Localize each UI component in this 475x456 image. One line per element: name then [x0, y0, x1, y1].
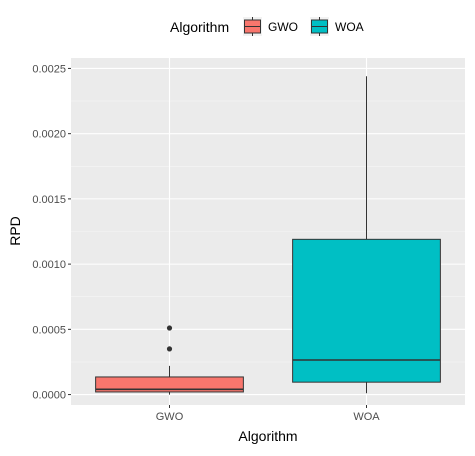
legend-title: Algorithm	[170, 19, 229, 35]
y-tick-label: 0.0020	[32, 129, 66, 141]
legend-label: WOA	[335, 20, 364, 34]
x-tick-label: GWO	[156, 411, 184, 423]
legend-label: GWO	[268, 20, 298, 34]
x-axis-title: Algorithm	[238, 428, 297, 444]
y-tick-label: 0.0000	[32, 390, 66, 402]
y-tick-label: 0.0005	[32, 324, 66, 336]
y-tick-label: 0.0025	[32, 63, 66, 75]
y-tick-label: 0.0015	[32, 194, 66, 206]
y-axis: 0.0000 0.0005 0.0010 0.0015 0.0020 0.0025	[32, 63, 71, 402]
outlier-point	[166, 346, 173, 352]
box-woa	[292, 76, 441, 394]
outlier-point	[166, 325, 173, 331]
x-axis: GWO WOA	[156, 405, 380, 423]
legend-item-woa: WOA	[310, 17, 364, 36]
y-tick-label: 0.0010	[32, 259, 66, 271]
box-body	[292, 238, 441, 383]
boxes	[95, 76, 441, 395]
y-axis-title: RPD	[7, 216, 23, 246]
legend-item-gwo: GWO	[243, 17, 298, 36]
box-body	[95, 376, 244, 393]
legend: Algorithm GWO WOA	[170, 17, 364, 36]
x-tick-label: WOA	[353, 411, 380, 423]
box-gwo	[95, 325, 244, 395]
